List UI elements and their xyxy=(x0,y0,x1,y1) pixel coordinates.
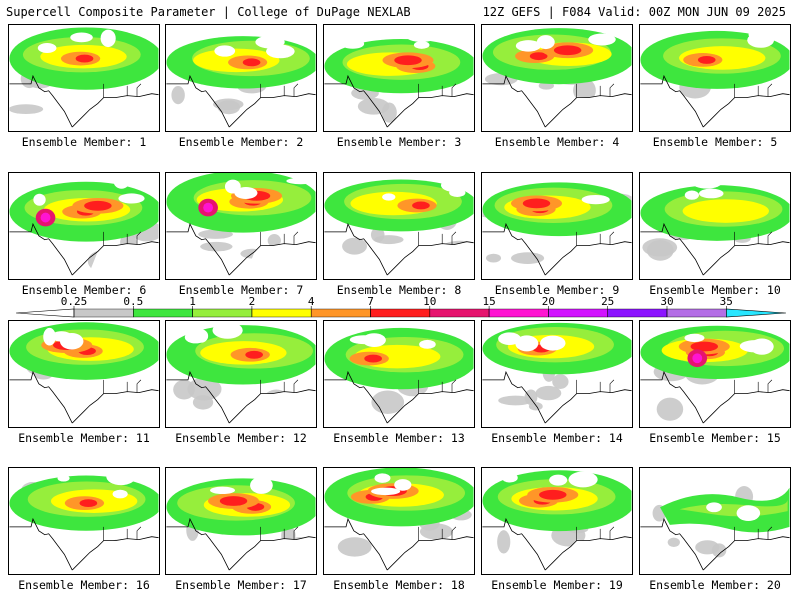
legend-arrow-high xyxy=(725,308,787,318)
ensemble-member-map-4 xyxy=(481,24,633,132)
ensemble-member-label: Ensemble Member: 6 xyxy=(21,283,147,297)
legend-tick-label: 2 xyxy=(249,295,256,308)
scp-field-map xyxy=(166,472,316,571)
legend-swatch xyxy=(488,308,549,318)
ensemble-member-label: Ensemble Member: 10 xyxy=(649,283,781,297)
legend-tick-label: 4 xyxy=(308,295,315,308)
legend-swatch xyxy=(73,308,134,318)
scp-field-map xyxy=(9,27,159,128)
scp-field-map xyxy=(482,470,632,571)
legend-tick-label: 1 xyxy=(189,295,196,308)
scp-field-map xyxy=(482,28,632,128)
legend-tick-label: 10 xyxy=(423,295,436,308)
legend-tick-label: 30 xyxy=(660,295,673,308)
ensemble-member-label: Ensemble Member: 11 xyxy=(18,431,150,445)
ensemble-member-label: Ensemble Member: 7 xyxy=(178,283,304,297)
ensemble-member-map-16 xyxy=(8,467,160,575)
scp-field-map xyxy=(324,327,474,424)
run-valid-time: 12Z GEFS | F084 Valid: 00Z MON JUN 09 20… xyxy=(482,5,786,19)
scp-field-map xyxy=(640,325,790,424)
scp-field-map xyxy=(640,27,790,128)
ensemble-member-label: Ensemble Member: 13 xyxy=(333,431,465,445)
legend-tick-label: 0.5 xyxy=(123,295,143,308)
ensemble-member-label: Ensemble Member: 2 xyxy=(178,135,304,149)
ensemble-member-map-5 xyxy=(639,24,791,132)
legend-tick-label: 15 xyxy=(482,295,495,308)
legend-tick-label: 0.25 xyxy=(61,295,88,308)
scp-field-map xyxy=(324,468,474,571)
ensemble-member-map-8 xyxy=(323,172,475,280)
legend-tick-label: 25 xyxy=(601,295,614,308)
ensemble-member-map-15 xyxy=(639,320,791,428)
ensemble-member-map-1 xyxy=(8,24,160,132)
legend-swatch xyxy=(251,308,312,318)
ensemble-member-label: Ensemble Member: 3 xyxy=(336,135,462,149)
legend-swatch xyxy=(607,308,668,318)
legend-swatch xyxy=(548,308,608,318)
ensemble-member-map-12 xyxy=(165,320,317,428)
legend-swatch xyxy=(666,308,727,318)
legend-swatch xyxy=(192,308,253,318)
scp-field-map xyxy=(166,321,316,424)
ensemble-member-map-3 xyxy=(323,24,475,132)
ensemble-member-label: Ensemble Member: 20 xyxy=(649,578,781,592)
scp-field-map xyxy=(166,173,316,276)
scp-field-map xyxy=(9,173,159,276)
legend-tick-label: 35 xyxy=(720,295,733,308)
ensemble-member-label: Ensemble Member: 16 xyxy=(18,578,150,592)
scp-field-map xyxy=(9,322,159,424)
ensemble-member-label: Ensemble Member: 12 xyxy=(175,431,307,445)
ensemble-member-label: Ensemble Member: 4 xyxy=(494,135,620,149)
legend-tick-label: 20 xyxy=(542,295,555,308)
legend-swatch xyxy=(370,308,430,318)
ensemble-member-map-7 xyxy=(165,172,317,280)
ensemble-member-label: Ensemble Member: 5 xyxy=(652,135,778,149)
scp-field-map xyxy=(324,178,474,276)
ensemble-member-map-13 xyxy=(323,320,475,428)
ensemble-member-map-11 xyxy=(8,320,160,428)
scp-field-map xyxy=(640,486,790,571)
ensemble-member-map-10 xyxy=(639,172,791,280)
ensemble-member-label: Ensemble Member: 14 xyxy=(491,431,623,445)
ensemble-member-label: Ensemble Member: 8 xyxy=(336,283,462,297)
scp-field-map xyxy=(9,468,159,571)
legend-tick-label: 7 xyxy=(367,295,374,308)
ensemble-member-label: Ensemble Member: 15 xyxy=(649,431,781,445)
legend-arrow-low xyxy=(15,308,75,318)
ensemble-member-map-20 xyxy=(639,467,791,575)
ensemble-member-label: Ensemble Member: 18 xyxy=(333,578,465,592)
scp-field-map xyxy=(324,30,474,128)
scp-field-map xyxy=(482,322,632,424)
ensemble-member-map-19 xyxy=(481,467,633,575)
ensemble-member-label: Ensemble Member: 1 xyxy=(21,135,147,149)
scp-field-map xyxy=(166,35,316,128)
map-title: Supercell Composite Parameter | College … xyxy=(6,5,411,19)
ensemble-member-map-2 xyxy=(165,24,317,132)
ensemble-member-map-18 xyxy=(323,467,475,575)
ensemble-member-label: Ensemble Member: 19 xyxy=(491,578,623,592)
ensemble-member-label: Ensemble Member: 17 xyxy=(175,578,307,592)
scp-field-map xyxy=(640,174,790,276)
color-scale-legend: 0.25 0.5 1 2 4 7 10 15 20 25 30 35 xyxy=(15,295,787,318)
ensemble-member-map-14 xyxy=(481,320,633,428)
legend-swatch xyxy=(133,308,193,318)
ensemble-member-map-17 xyxy=(165,467,317,575)
scp-field-map xyxy=(482,174,632,276)
legend-swatch xyxy=(311,308,371,318)
ensemble-member-map-6 xyxy=(8,172,160,280)
ensemble-member-map-9 xyxy=(481,172,633,280)
ensemble-member-label: Ensemble Member: 9 xyxy=(494,283,620,297)
legend-swatch xyxy=(429,308,490,318)
